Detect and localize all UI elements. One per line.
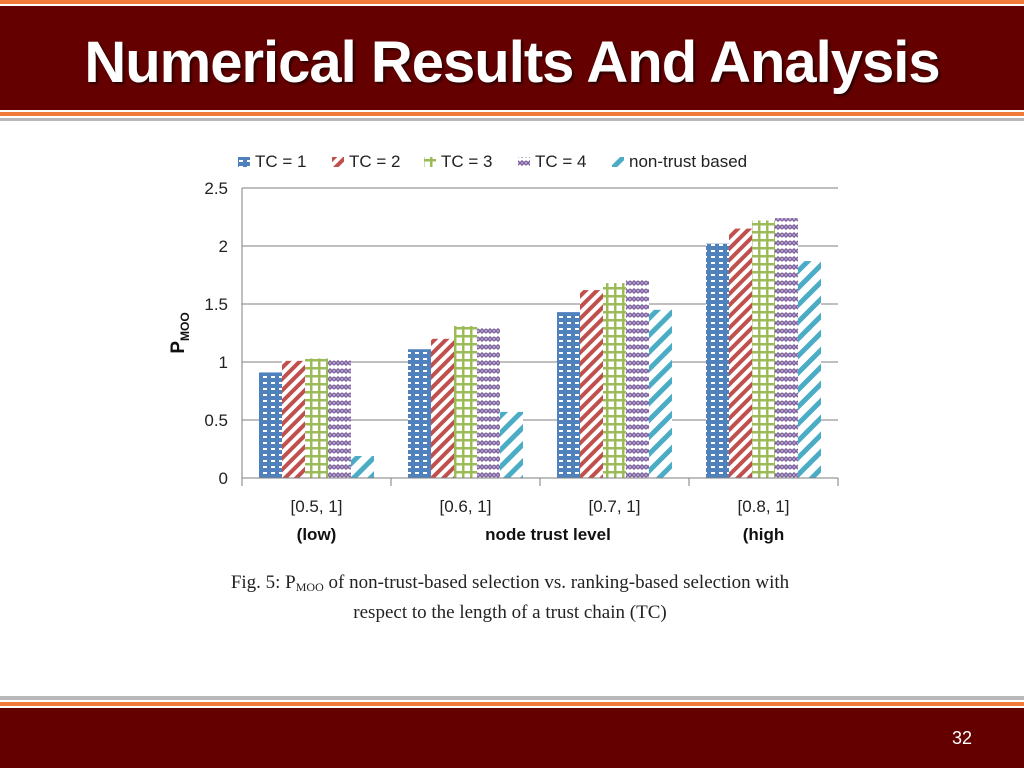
header-divider-line <box>0 118 1024 121</box>
bar <box>798 261 821 478</box>
legend-label: TC = 2 <box>349 152 401 171</box>
bar <box>729 228 752 478</box>
caption-prefix: Fig. 5: P <box>230 572 296 593</box>
x-tick-sublabel: (low) <box>297 525 337 544</box>
y-axis-label: PMOO <box>168 312 192 353</box>
bar <box>626 279 649 478</box>
bar <box>649 309 672 478</box>
y-tick-label: 0 <box>219 469 228 488</box>
bar <box>328 358 351 478</box>
bar <box>603 283 626 478</box>
bar <box>408 349 431 478</box>
bar-chart: 0 0.5 1 1.5 2 2.5 TC = 1 TC = 2 TC = 3 TC = 4 non… <box>168 152 839 544</box>
footer-accent-line <box>0 702 1024 706</box>
header-accent-line <box>0 112 1024 116</box>
legend-label: TC = 1 <box>255 152 307 171</box>
x-tick-label: [0.6, 1] <box>440 497 492 516</box>
bar <box>775 218 798 478</box>
bar <box>500 411 523 478</box>
x-tick-sublabel: (high <box>743 525 785 544</box>
bar <box>305 358 328 478</box>
chart-area: 0 0.5 1 1.5 2 2.5 TC = 1 TC = 2 TC = 3 TC = 4 non… <box>150 135 870 635</box>
legend-swatch <box>332 157 344 167</box>
legend-label: TC = 4 <box>535 152 587 171</box>
bar <box>454 326 477 478</box>
legend-swatch <box>238 157 250 167</box>
y-tick-label: 1.5 <box>204 295 228 314</box>
bar <box>580 290 603 478</box>
legend-swatch <box>424 157 436 167</box>
caption-line2: respect to the length of a trust chain (… <box>353 602 667 623</box>
legend-swatch <box>518 157 530 167</box>
x-tick-label: [0.8, 1] <box>738 497 790 516</box>
x-tick-label: [0.5, 1] <box>291 497 343 516</box>
legend-swatch <box>612 157 624 167</box>
bar <box>351 455 374 478</box>
y-tick-label: 2.5 <box>204 179 228 198</box>
y-tick-label: 2 <box>219 237 228 256</box>
x-tick-label: [0.7, 1] <box>589 497 641 516</box>
x-axis-label: node trust level <box>485 525 611 544</box>
bar <box>706 243 729 478</box>
legend-label: TC = 3 <box>441 152 493 171</box>
slide-title: Numerical Results And Analysis <box>84 30 940 95</box>
bar <box>431 338 454 478</box>
legend-item: TC = 2 <box>332 152 401 171</box>
figure-caption: Fig. 5: PMOO of non-trust-based selectio… <box>150 570 870 626</box>
legend-item: TC = 1 <box>238 152 307 171</box>
bar <box>477 327 500 478</box>
title-bar: Numerical Results And Analysis <box>0 6 1024 110</box>
bar <box>752 220 775 478</box>
bar <box>557 312 580 478</box>
footer-divider-line <box>0 696 1024 700</box>
bar <box>282 360 305 478</box>
caption-line1-rest: of non-trust-based selection vs. ranking… <box>323 572 790 593</box>
page-number: 32 <box>951 728 972 748</box>
legend-item: non-trust based <box>612 152 747 171</box>
legend-item: TC = 3 <box>424 152 493 171</box>
caption-subscript: MOO <box>295 580 324 594</box>
footer-bar: 32 <box>0 708 1024 768</box>
legend-label: non-trust based <box>629 152 747 171</box>
top-accent-line <box>0 0 1024 4</box>
legend-item: TC = 4 <box>518 152 587 171</box>
svg-text:PMOO: PMOO <box>168 312 192 353</box>
y-tick-label: 1 <box>219 353 228 372</box>
y-tick-label: 0.5 <box>204 411 228 430</box>
bar <box>259 372 282 478</box>
